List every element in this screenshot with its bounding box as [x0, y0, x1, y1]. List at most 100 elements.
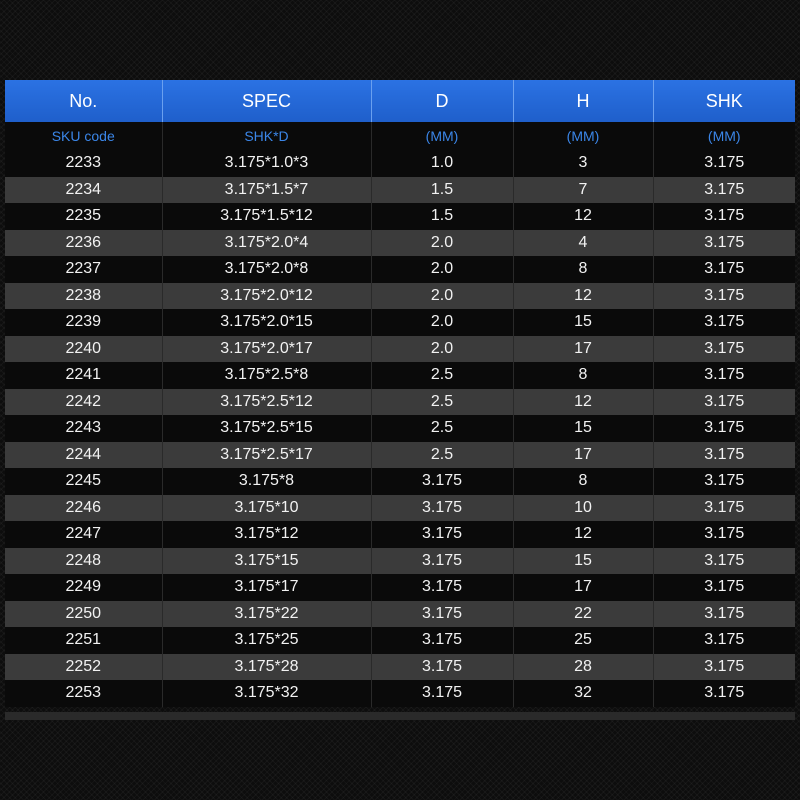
cell-spec: 3.175*2.5*17 — [161, 441, 371, 468]
cell-spec: 3.175*2.5*12 — [161, 388, 371, 415]
cell-shk: 3.175 — [652, 680, 795, 707]
cell-d: 2.0 — [370, 256, 513, 283]
cell-d: 2.5 — [370, 362, 513, 389]
cell-shk: 3.175 — [652, 627, 795, 654]
header-h: H — [512, 80, 653, 122]
cell-sku: 2248 — [5, 547, 162, 574]
table-row: 2251 3.175*25 3.175 25 3.175 — [5, 627, 795, 654]
table-row: 2246 3.175*10 3.175 10 3.175 — [5, 494, 795, 521]
unit-sku-code: SKU code — [5, 122, 162, 150]
table-row: 2249 3.175*17 3.175 17 3.175 — [5, 574, 795, 601]
cell-shk: 3.175 — [652, 282, 795, 309]
cell-spec: 3.175*28 — [161, 653, 371, 680]
cell-d: 3.175 — [370, 468, 513, 495]
cell-d: 3.175 — [370, 521, 513, 548]
cell-sku: 2235 — [5, 203, 162, 230]
cell-h: 8 — [512, 256, 653, 283]
header-d: D — [370, 80, 513, 122]
cell-shk: 3.175 — [652, 415, 795, 442]
table-row: 2237 3.175*2.0*8 2.0 8 3.175 — [5, 256, 795, 283]
cell-d: 2.0 — [370, 335, 513, 362]
table-row: 2236 3.175*2.0*4 2.0 4 3.175 — [5, 229, 795, 256]
cell-d: 2.5 — [370, 388, 513, 415]
table-row: 2240 3.175*2.0*17 2.0 17 3.175 — [5, 335, 795, 362]
cell-h: 15 — [512, 309, 653, 336]
cell-d: 1.5 — [370, 176, 513, 203]
cell-shk: 3.175 — [652, 600, 795, 627]
cell-h: 3 — [512, 150, 653, 177]
cell-shk: 3.175 — [652, 653, 795, 680]
cell-d: 3.175 — [370, 600, 513, 627]
cell-d: 3.175 — [370, 680, 513, 707]
cell-spec: 3.175*12 — [161, 521, 371, 548]
cell-sku: 2240 — [5, 335, 162, 362]
table-row: 2245 3.175*8 3.175 8 3.175 — [5, 468, 795, 495]
cell-shk: 3.175 — [652, 441, 795, 468]
cell-sku: 2241 — [5, 362, 162, 389]
cell-shk: 3.175 — [652, 574, 795, 601]
cell-spec: 3.175*2.0*8 — [161, 256, 371, 283]
table-row: 2247 3.175*12 3.175 12 3.175 — [5, 521, 795, 548]
table-units-row: SKU code SHK*D (MM) (MM) (MM) — [5, 122, 795, 150]
cell-h: 15 — [512, 547, 653, 574]
cell-spec: 3.175*2.5*15 — [161, 415, 371, 442]
cell-shk: 3.175 — [652, 494, 795, 521]
cell-spec: 3.175*2.0*4 — [161, 229, 371, 256]
cell-d: 1.0 — [370, 150, 513, 177]
cell-sku: 2249 — [5, 574, 162, 601]
unit-shk: (MM) — [652, 122, 795, 150]
cell-h: 12 — [512, 282, 653, 309]
cell-h: 8 — [512, 362, 653, 389]
cell-sku: 2236 — [5, 229, 162, 256]
cell-d: 3.175 — [370, 574, 513, 601]
cell-shk: 3.175 — [652, 547, 795, 574]
cell-h: 17 — [512, 335, 653, 362]
header-shk: SHK — [652, 80, 795, 122]
cell-h: 12 — [512, 388, 653, 415]
cell-sku: 2234 — [5, 176, 162, 203]
cell-h: 22 — [512, 600, 653, 627]
cell-h: 28 — [512, 653, 653, 680]
table-row: 2233 3.175*1.0*3 1.0 3 3.175 — [5, 150, 795, 177]
cell-sku: 2250 — [5, 600, 162, 627]
table-row: 2248 3.175*15 3.175 15 3.175 — [5, 547, 795, 574]
cell-sku: 2253 — [5, 680, 162, 707]
table-row: 2253 3.175*32 3.175 32 3.175 — [5, 680, 795, 707]
table-row: 2235 3.175*1.5*12 1.5 12 3.175 — [5, 203, 795, 230]
cell-h: 4 — [512, 229, 653, 256]
table-row: 2242 3.175*2.5*12 2.5 12 3.175 — [5, 388, 795, 415]
cell-sku: 2239 — [5, 309, 162, 336]
cell-spec: 3.175*2.0*17 — [161, 335, 371, 362]
cell-d: 3.175 — [370, 627, 513, 654]
cell-h: 12 — [512, 203, 653, 230]
cell-d: 2.5 — [370, 441, 513, 468]
header-spec: SPEC — [161, 80, 371, 122]
unit-spec: SHK*D — [161, 122, 371, 150]
cell-sku: 2237 — [5, 256, 162, 283]
cell-spec: 3.175*22 — [161, 600, 371, 627]
cell-d: 1.5 — [370, 203, 513, 230]
cell-shk: 3.175 — [652, 256, 795, 283]
cell-shk: 3.175 — [652, 150, 795, 177]
cell-spec: 3.175*25 — [161, 627, 371, 654]
unit-d: (MM) — [370, 122, 513, 150]
cell-shk: 3.175 — [652, 229, 795, 256]
cell-spec: 3.175*32 — [161, 680, 371, 707]
cell-spec: 3.175*2.0*15 — [161, 309, 371, 336]
spec-table: No. SPEC D H SHK SKU code SHK*D (MM) (MM… — [5, 80, 795, 707]
cell-sku: 2242 — [5, 388, 162, 415]
table-row: 2238 3.175*2.0*12 2.0 12 3.175 — [5, 282, 795, 309]
cell-spec: 3.175*1.0*3 — [161, 150, 371, 177]
cell-shk: 3.175 — [652, 335, 795, 362]
cell-spec: 3.175*17 — [161, 574, 371, 601]
cell-spec: 3.175*1.5*7 — [161, 176, 371, 203]
cell-spec: 3.175*1.5*12 — [161, 203, 371, 230]
cell-sku: 2245 — [5, 468, 162, 495]
table-row: 2243 3.175*2.5*15 2.5 15 3.175 — [5, 415, 795, 442]
cell-shk: 3.175 — [652, 309, 795, 336]
cell-h: 32 — [512, 680, 653, 707]
cell-d: 2.0 — [370, 282, 513, 309]
cell-shk: 3.175 — [652, 176, 795, 203]
cell-h: 17 — [512, 574, 653, 601]
cell-d: 2.0 — [370, 309, 513, 336]
